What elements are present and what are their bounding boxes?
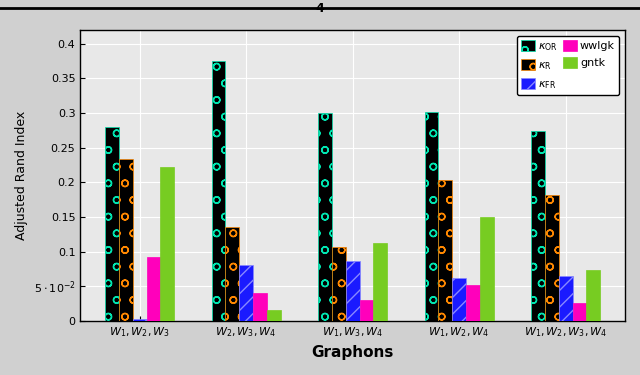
Bar <box>132 319 147 321</box>
Bar <box>373 243 387 321</box>
Bar <box>239 266 253 321</box>
Bar <box>424 112 438 321</box>
Bar <box>545 195 559 321</box>
Bar <box>318 113 332 321</box>
Bar <box>480 217 493 321</box>
Bar <box>267 310 281 321</box>
Bar <box>531 131 545 321</box>
Bar <box>586 270 600 321</box>
Bar <box>161 167 174 321</box>
Bar <box>332 248 346 321</box>
Bar <box>466 285 480 321</box>
Bar <box>438 180 452 321</box>
Bar <box>573 303 586 321</box>
Bar <box>360 300 373 321</box>
Bar <box>212 61 225 321</box>
Bar <box>147 257 161 321</box>
Text: 4: 4 <box>316 2 324 15</box>
Y-axis label: Adjusted Rand Index: Adjusted Rand Index <box>15 111 28 240</box>
Bar <box>119 159 132 321</box>
Bar <box>452 278 466 321</box>
Bar <box>105 127 119 321</box>
Bar <box>559 276 573 321</box>
X-axis label: Graphons: Graphons <box>312 345 394 360</box>
Bar <box>225 227 239 321</box>
Bar <box>346 261 360 321</box>
Bar <box>253 293 267 321</box>
Legend: $\kappa_{\mathrm{OR}}$, $\kappa_{\mathrm{R}}$, $\kappa_{\mathrm{FR}}$, wwlgk, gn: $\kappa_{\mathrm{OR}}$, $\kappa_{\mathrm… <box>517 36 620 95</box>
